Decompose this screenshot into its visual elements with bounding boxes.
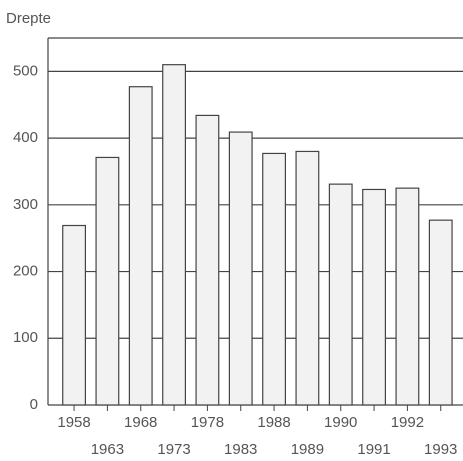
bar (328, 183, 353, 406)
bar (195, 114, 220, 406)
x-tick-label: 1991 (357, 441, 390, 458)
x-tick-label: 1958 (57, 414, 90, 431)
bar (162, 64, 187, 406)
bar (95, 156, 120, 406)
bar (128, 86, 153, 406)
x-tick-label: 1983 (224, 441, 257, 458)
x-tick-label: 1992 (391, 414, 424, 431)
x-tick-label: 1990 (324, 414, 357, 431)
bar (395, 187, 420, 406)
y-tick-label: 0 (30, 396, 38, 413)
bar (295, 150, 320, 406)
y-tick-label: 100 (13, 329, 38, 346)
y-tick-label: 200 (13, 263, 38, 280)
x-tick-label: 1978 (191, 414, 224, 431)
y-axis-label: Drepte (6, 10, 51, 27)
bar (262, 152, 287, 406)
y-tick-label: 400 (13, 129, 38, 146)
x-tick-label: 1963 (91, 441, 124, 458)
x-tick-label: 1988 (257, 414, 290, 431)
bar (428, 219, 453, 406)
bar (62, 224, 86, 406)
x-tick-label: 1993 (424, 441, 457, 458)
x-tick-label: 1973 (157, 441, 190, 458)
bar (228, 131, 253, 406)
y-tick-label: 300 (13, 196, 38, 213)
bar (362, 188, 387, 406)
y-tick-label: 500 (13, 62, 38, 79)
x-tick-label: 1989 (291, 441, 324, 458)
x-tick-label: 1968 (124, 414, 157, 431)
